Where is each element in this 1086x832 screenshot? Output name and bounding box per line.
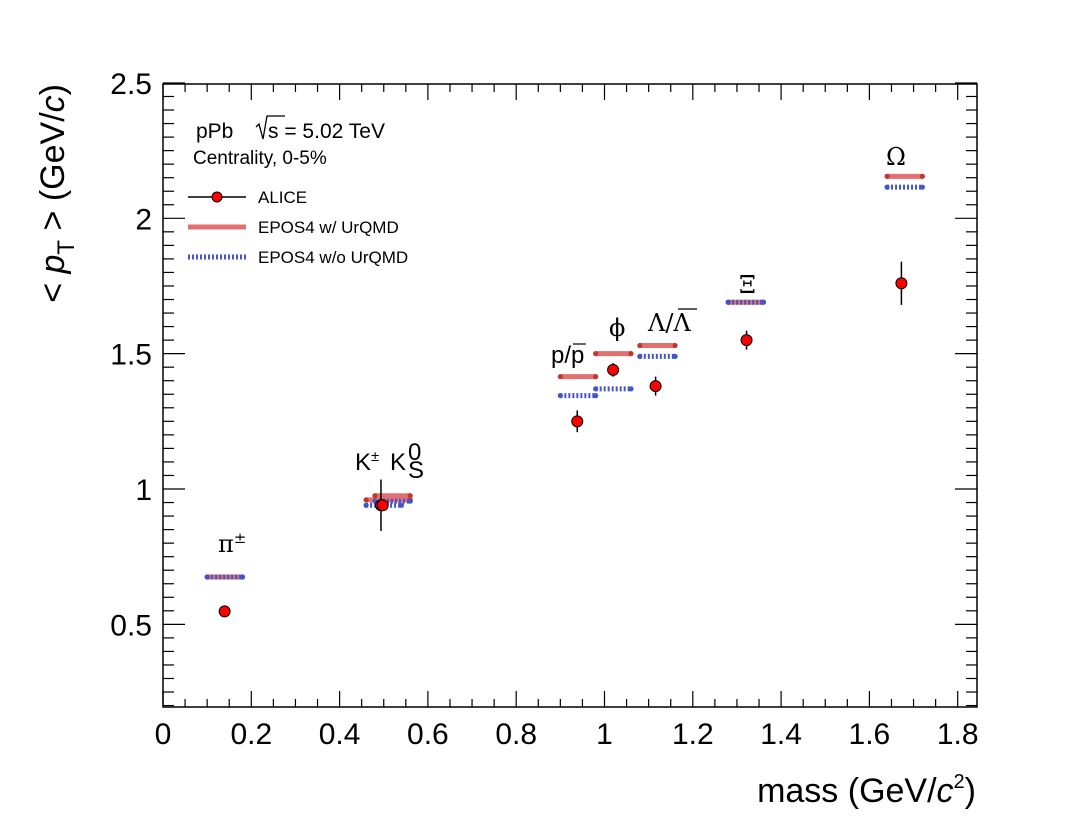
band-without-urqmd-end xyxy=(363,502,369,508)
band-with-urqmd-end xyxy=(593,374,599,380)
x-axis-title: mass (GeV/c2) xyxy=(757,771,976,810)
alice-point xyxy=(895,277,908,290)
band-with-urqmd-end xyxy=(557,374,563,380)
legend: ALICE EPOS4 w/ UrQMD EPOS4 w/o UrQMD xyxy=(188,188,408,267)
band-with-urqmd-end xyxy=(628,351,634,357)
y-tick-label: 2 xyxy=(135,203,152,236)
legend-without-urqmd-label: EPOS4 w/o UrQMD xyxy=(258,248,408,267)
x-tick-label: 0.2 xyxy=(230,718,272,751)
alice-point xyxy=(218,605,231,618)
y-tick-label: 1 xyxy=(135,474,152,507)
series-without-urqmd xyxy=(204,184,925,580)
band-without-urqmd-end xyxy=(637,353,643,359)
label-pion: π± xyxy=(218,529,246,558)
band-without-urqmd-end xyxy=(919,184,925,190)
alice-point xyxy=(649,380,662,393)
y-axis-title: < pT > (GeV/c) xyxy=(34,84,80,303)
x-tick-label: 1.8 xyxy=(937,718,979,751)
x-tick-label: 0.6 xyxy=(407,718,449,751)
band-without-urqmd-end xyxy=(672,353,678,359)
band-with-urqmd-end xyxy=(363,497,369,503)
axis-ticks xyxy=(162,82,977,707)
label-xi: Ξ xyxy=(739,271,756,299)
centrality-label: Centrality, 0-5% xyxy=(193,148,327,169)
alice-point xyxy=(607,363,620,376)
legend-with-urqmd-label: EPOS4 w/ UrQMD xyxy=(258,218,399,237)
x-tick-label: 0.8 xyxy=(495,718,537,751)
alice-point xyxy=(571,415,584,428)
series-alice xyxy=(218,261,908,618)
y-tick-label: 1.5 xyxy=(110,339,152,372)
band-without-urqmd-end xyxy=(725,299,731,305)
alice-point xyxy=(376,499,389,512)
band-without-urqmd-end xyxy=(884,184,890,190)
band-without-urqmd-end xyxy=(593,393,599,399)
band-without-urqmd-end xyxy=(628,386,634,392)
alice-point xyxy=(740,334,753,347)
x-tick-label: 0 xyxy=(155,718,172,751)
legend-alice-marker xyxy=(211,191,223,203)
x-tick-label: 1 xyxy=(596,718,613,751)
label-proton: p/p xyxy=(551,342,584,369)
band-with-urqmd-end xyxy=(884,173,890,179)
label-kaon: K± xyxy=(355,448,379,476)
collision-system: pPb xyxy=(196,120,233,143)
band-without-urqmd-end xyxy=(760,299,767,305)
label-kshort-sub: S xyxy=(408,457,424,484)
plot-frame xyxy=(162,83,978,708)
band-without-urqmd-end xyxy=(407,498,413,504)
annotation: pPb s = 5.02 TeV Centrality, 0-5% xyxy=(193,115,385,169)
band-with-urqmd-end xyxy=(637,342,643,349)
band-with-urqmd-end xyxy=(919,173,925,179)
band-without-urqmd-end xyxy=(398,502,405,508)
sqrt-s-label: s = 5.02 TeV xyxy=(268,120,385,143)
band-with-urqmd-end xyxy=(593,351,599,357)
band-with-urqmd-end xyxy=(372,493,378,499)
label-lambda: Λ/Λ xyxy=(647,309,691,337)
band-with-urqmd-end xyxy=(407,493,413,499)
label-kshort-sup: 0 xyxy=(408,439,421,466)
y-tick-label: 2.5 xyxy=(110,68,152,101)
band-with-urqmd-end xyxy=(672,342,678,349)
y-tick-label: 0.5 xyxy=(110,609,152,642)
band-without-urqmd-end xyxy=(557,393,563,399)
x-tick-label: 1.2 xyxy=(672,718,714,751)
particle-labels: π± K± K 0 S p/p ϕ Λ/Λ Ξ Ω xyxy=(218,143,906,558)
x-tick-label: 1.4 xyxy=(760,718,802,751)
label-omega: Ω xyxy=(886,143,906,171)
label-kshort: K xyxy=(390,449,406,476)
x-tick-label: 1.6 xyxy=(849,718,891,751)
band-without-urqmd-end xyxy=(593,386,599,392)
label-phi: ϕ xyxy=(609,314,625,342)
band-without-urqmd-end xyxy=(239,574,246,580)
x-tick-label: 0.4 xyxy=(319,718,361,751)
band-without-urqmd-end xyxy=(204,574,210,580)
sqrt-symbol xyxy=(255,115,285,140)
legend-alice-label: ALICE xyxy=(258,188,307,207)
axis-tick-labels: 0 0.2 0.4 0.6 0.8 1 1.2 1.4 1.6 1.8 0.5 1 1.5 2 2.5 xyxy=(110,68,978,751)
